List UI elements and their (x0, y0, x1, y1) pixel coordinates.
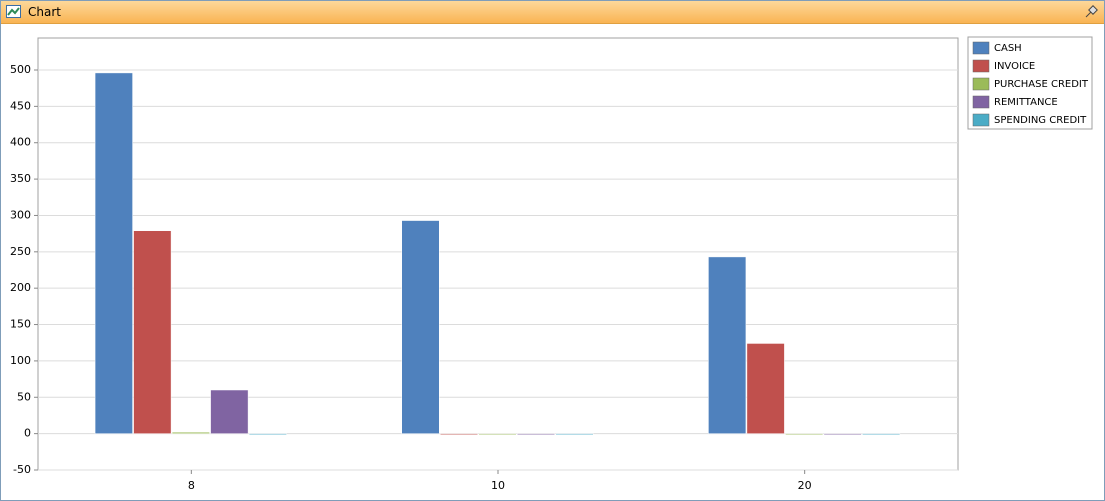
y-tick-label: 450 (10, 99, 31, 112)
bar (440, 433, 478, 435)
x-tick-label: 8 (188, 479, 195, 492)
bar (171, 431, 210, 434)
y-tick-label: -50 (13, 463, 31, 476)
legend-label: INVOICE (994, 61, 1035, 72)
legend-label: CASH (994, 43, 1022, 54)
plot-area (37, 37, 959, 471)
bar (517, 433, 555, 435)
legend-label: SPENDING CREDIT (994, 115, 1087, 126)
x-tick-label: 20 (798, 479, 812, 492)
bar (94, 72, 133, 434)
bar (248, 433, 287, 435)
bar (401, 220, 440, 434)
y-tick-label: 250 (10, 245, 31, 258)
legend-swatch (972, 77, 990, 91)
bar (478, 433, 517, 435)
pin-button[interactable] (1084, 5, 1098, 19)
legend-swatch (972, 95, 990, 109)
y-tick-label: 400 (10, 136, 31, 149)
legend-label: REMITTANCE (994, 97, 1058, 108)
legend-swatch (972, 41, 990, 55)
window-header: Chart (1, 1, 1104, 24)
bar (746, 343, 785, 434)
bar (210, 389, 249, 434)
legend-swatch (972, 59, 990, 73)
y-tick-label: 150 (10, 318, 31, 331)
bar (823, 433, 862, 435)
legend-swatch (972, 113, 990, 127)
bar (785, 433, 824, 435)
legend-label: PURCHASE CREDIT (994, 79, 1089, 90)
x-tick-label: 10 (491, 479, 505, 492)
y-tick-label: 300 (10, 208, 31, 221)
bar (708, 256, 747, 434)
y-tick-label: 200 (10, 281, 31, 294)
y-tick-label: 50 (17, 390, 31, 403)
bar (133, 230, 172, 434)
y-tick-label: 350 (10, 172, 31, 185)
bar (862, 433, 901, 435)
chart: -50 0 50 100 150 200 250 300 350 400 450 500 8 10 20 CA… (10, 36, 1093, 492)
bar (555, 433, 594, 435)
y-tick-label: 100 (10, 354, 31, 367)
y-tick-label: 0 (24, 427, 31, 440)
y-tick-label: 500 (10, 63, 31, 76)
window-title: Chart (28, 5, 61, 19)
chart-icon (6, 5, 21, 18)
